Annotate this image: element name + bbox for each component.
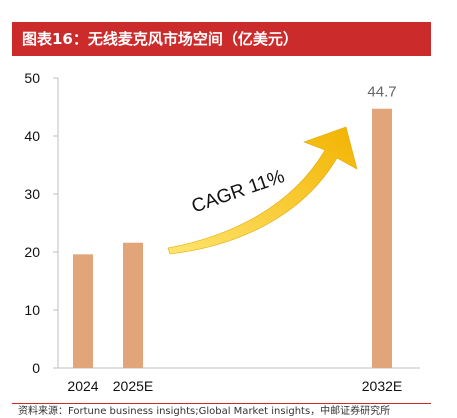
y-tick-label: 10: [24, 302, 40, 318]
data-labels: 44.7: [367, 84, 396, 101]
bar-2024: [73, 254, 93, 368]
x-axis-labels: 2024 2025E 2032E: [67, 378, 402, 394]
bar-2025E: [123, 243, 143, 368]
x-tick-label: 2025E: [113, 378, 153, 394]
bar-2032E: [372, 109, 392, 368]
source-note: 资料来源：Fortune business insights;Global Ma…: [18, 406, 390, 418]
y-tick-label: 20: [24, 244, 40, 260]
footer-rule: [12, 403, 431, 404]
x-tick-label: 2024: [67, 378, 98, 394]
y-tick-label: 0: [32, 360, 40, 376]
y-tick-label: 40: [24, 128, 40, 144]
x-tick-label: 2032E: [362, 378, 402, 394]
y-tick-label: 50: [24, 70, 40, 86]
data-label: 44.7: [367, 84, 396, 101]
y-tick-label: 30: [24, 186, 40, 202]
